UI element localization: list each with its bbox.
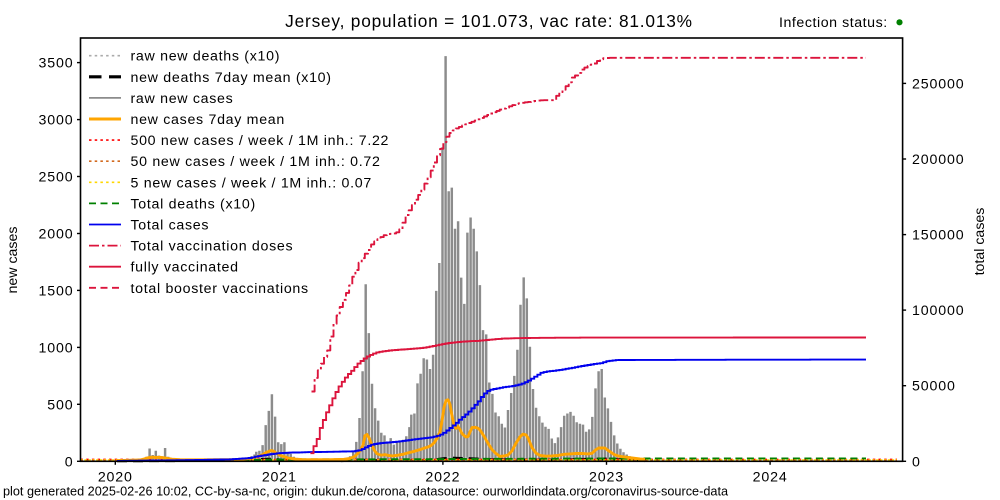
svg-text:1500: 1500 — [39, 283, 74, 299]
svg-text:2020: 2020 — [98, 469, 133, 485]
svg-text:2500: 2500 — [39, 170, 74, 186]
svg-text:plot generated 2025-02-26 10:0: plot generated 2025-02-26 10:02, CC-by-s… — [3, 485, 729, 499]
svg-text:Total deaths (x10): Total deaths (x10) — [131, 196, 256, 212]
svg-text:Infection status:: Infection status: — [779, 15, 888, 31]
svg-text:fully vaccinated: fully vaccinated — [131, 260, 239, 276]
svg-text:500 new cases / week / 1M inh.: 500 new cases / week / 1M inh.: 7.22 — [131, 133, 390, 149]
svg-text:3000: 3000 — [39, 113, 74, 129]
svg-text:raw new deaths (x10): raw new deaths (x10) — [131, 49, 281, 65]
svg-text:2000: 2000 — [39, 227, 74, 243]
svg-text:0: 0 — [65, 454, 74, 470]
svg-text:1000: 1000 — [39, 340, 74, 356]
svg-text:3500: 3500 — [39, 56, 74, 72]
svg-text:new cases: new cases — [5, 226, 21, 293]
svg-text:5 new cases / week / 1M inh.:: 5 new cases / week / 1M inh.: 0.07 — [131, 175, 372, 191]
svg-text:new deaths 7day mean (x10): new deaths 7day mean (x10) — [131, 70, 332, 86]
svg-text:2023: 2023 — [589, 469, 624, 485]
svg-text:2022: 2022 — [425, 469, 460, 485]
svg-text:new cases 7day mean: new cases 7day mean — [131, 112, 285, 128]
svg-text:Total cases: Total cases — [131, 218, 210, 234]
svg-text:raw new cases: raw new cases — [131, 91, 234, 107]
svg-text:0: 0 — [912, 454, 921, 470]
svg-text:150000: 150000 — [912, 228, 964, 244]
svg-text:200000: 200000 — [912, 152, 964, 168]
svg-text:500: 500 — [47, 397, 73, 413]
svg-text:total cases: total cases — [972, 208, 988, 276]
svg-text:Total vaccination doses: Total vaccination doses — [131, 239, 294, 255]
svg-text:Jersey, population = 101.073,: Jersey, population = 101.073, vac rate: … — [285, 11, 693, 31]
svg-text:50 new cases / week / 1M inh.:: 50 new cases / week / 1M inh.: 0.72 — [131, 154, 381, 170]
svg-text:250000: 250000 — [912, 76, 964, 92]
svg-text:100000: 100000 — [912, 303, 964, 319]
svg-text:2021: 2021 — [262, 469, 297, 485]
svg-text:50000: 50000 — [912, 379, 956, 395]
svg-text:total booster vaccinations: total booster vaccinations — [131, 281, 309, 297]
svg-text:2024: 2024 — [753, 469, 788, 485]
